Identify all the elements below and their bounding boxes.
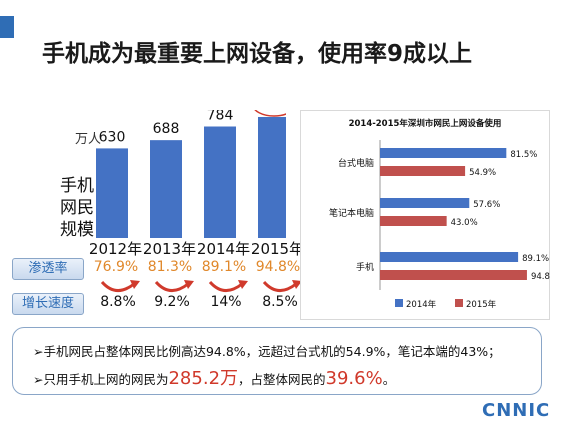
users-bar-chart: 630 688 784 851 (96, 110, 286, 238)
growth-row-label: 增长速度 (12, 293, 84, 315)
highlight-circle (254, 110, 286, 117)
note-text: 。 (382, 372, 396, 387)
bar (96, 148, 128, 238)
year-label: 2015年 (250, 240, 305, 258)
bar-value-label: 688 (153, 121, 180, 137)
legend-swatch (455, 299, 463, 307)
growth-value: 14% (210, 294, 242, 310)
bar-value-label: 43.0% (451, 218, 478, 228)
note-text: ➢只用手机上网的网民为 (33, 372, 169, 387)
note-line-1: ➢手机网民占整体网民比例高达94.8%，远超过台式机的54.9%，笔记本端的43… (33, 344, 501, 359)
growth-arrows (100, 280, 302, 292)
bar-value-label: 851 (261, 110, 286, 114)
year-label: 2014年 (196, 240, 251, 258)
year-label: 2013年 (142, 240, 197, 258)
bar (150, 140, 182, 238)
unit-label: 万人 (75, 132, 102, 147)
category-label: 笔记本电脑 (329, 207, 374, 219)
bar (380, 252, 519, 262)
notes-box: ➢手机网民占整体网民比例高达94.8%，远超过台式机的54.9%，笔记本端的43… (12, 327, 542, 395)
bar (380, 148, 507, 158)
bar (380, 216, 447, 226)
note-highlight: 285.2万 (168, 368, 239, 389)
bar (258, 116, 286, 238)
arrow-icon (100, 280, 135, 292)
growth-value: 9.2% (154, 294, 190, 310)
chart-frame (300, 110, 550, 320)
legend-swatch (395, 299, 403, 307)
rate-value: 94.8% (255, 259, 301, 275)
note-line-2: ➢只用手机上网的网民为285.2万，占整体网民的39.6%。 (33, 364, 395, 390)
vertical-label-line: 网民 (60, 198, 94, 218)
note-text: ，占整体网民的 (238, 372, 326, 387)
vertical-label-line: 规模 (60, 220, 94, 240)
legend-label: 2014年 (406, 299, 437, 310)
bar (204, 126, 236, 238)
legend-label: 2015年 (466, 299, 497, 310)
page-title: 手机成为最重要上网设备，使用率9成以上 (42, 41, 473, 67)
bar-value-label: 630 (99, 129, 126, 145)
arrow-icon (262, 280, 297, 292)
bar-value-label: 57.6% (473, 200, 500, 210)
accent-square (0, 16, 14, 38)
growth-value: 8.5% (262, 294, 298, 310)
category-label: 台式电脑 (338, 157, 374, 169)
year-label: 2012年 (88, 240, 143, 258)
rate-value: 76.9% (93, 259, 139, 275)
bar (380, 198, 470, 208)
arrow-icon (208, 280, 243, 292)
growth-value: 8.8% (100, 294, 136, 310)
cnnic-logo: CNNIC (482, 400, 551, 421)
bar-value-label: 81.5% (510, 150, 537, 160)
bar-value-label: 94.8% (531, 272, 550, 282)
arrow-icon (154, 280, 189, 292)
vertical-label-line: 手机 (60, 176, 94, 196)
bar (380, 270, 527, 280)
rate-row-label: 渗透率 (12, 258, 84, 280)
bar (380, 166, 466, 176)
bar-value-label: 54.9% (469, 168, 496, 178)
rate-value: 89.1% (201, 259, 247, 275)
vertical-label: 手机 网民 规模 (60, 175, 100, 241)
bar-value-label: 784 (207, 110, 234, 123)
bar-value-label: 89.1% (522, 254, 549, 264)
chart-title: 2014-2015年深圳市网民上网设备使用 (349, 118, 502, 129)
note-highlight: 39.6% (325, 368, 383, 389)
rate-value: 81.3% (147, 259, 193, 275)
category-label: 手机 (356, 261, 374, 273)
